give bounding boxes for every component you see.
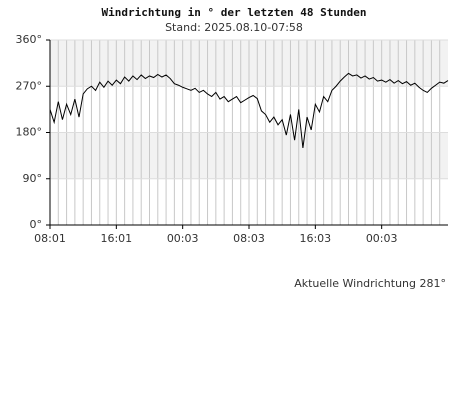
x-tick-label: 08:01 [34,232,66,245]
x-tick-label: 00:03 [366,232,398,245]
chart-title: Windrichtung in ° der letzten 48 Stunden [102,6,367,19]
x-tick-label: 00:03 [167,232,199,245]
y-tick-label: 90° [23,172,43,185]
x-tick-label: 08:03 [233,232,265,245]
x-tick-label: 16:03 [299,232,331,245]
annotation: Aktuelle Windrichtung 281° [294,277,446,290]
y-tick-label: 180° [16,126,43,139]
data-line [49,72,449,148]
y-tick-label: 0° [30,218,43,231]
chart-subtitle: Stand: 2025.08.10-07:58 [165,21,303,34]
x-tick-label: 16:01 [100,232,132,245]
y-tick-label: 270° [16,79,43,92]
y-tick-label: 360° [16,33,43,46]
